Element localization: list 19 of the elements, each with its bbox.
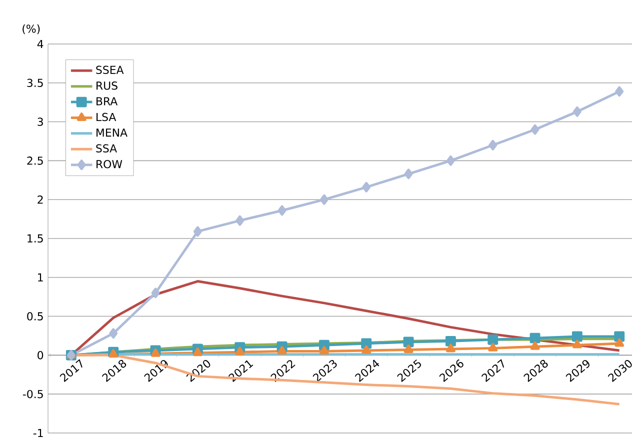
y-tick-label: 2 [38, 196, 43, 204]
y-tick-label: 1.5 [28, 234, 43, 243]
y-tick-label: 2.5 [27, 156, 43, 165]
legend-label: BRA [96, 97, 118, 106]
y-tick-label: -0.5 [22, 390, 43, 398]
legend-label: RUS [96, 81, 118, 90]
legend-label: MENA [96, 128, 128, 137]
y-tick-label: 1 [38, 273, 43, 282]
y-tick-label: 3.5 [27, 78, 43, 88]
y-tick-label: -1 [33, 428, 43, 437]
y-tick-label: 0 [38, 351, 44, 360]
y-tick-label: 4 [37, 40, 44, 48]
y-tick-label: 3 [38, 118, 43, 126]
y-axis-title: (%) [22, 24, 40, 34]
legend-label: LSA [96, 112, 116, 122]
legend-label: SSEA [96, 66, 124, 74]
legend-label: SSA [96, 144, 117, 152]
y-tick-label: 0.5 [27, 312, 43, 320]
legend-label: ROW [96, 160, 122, 168]
